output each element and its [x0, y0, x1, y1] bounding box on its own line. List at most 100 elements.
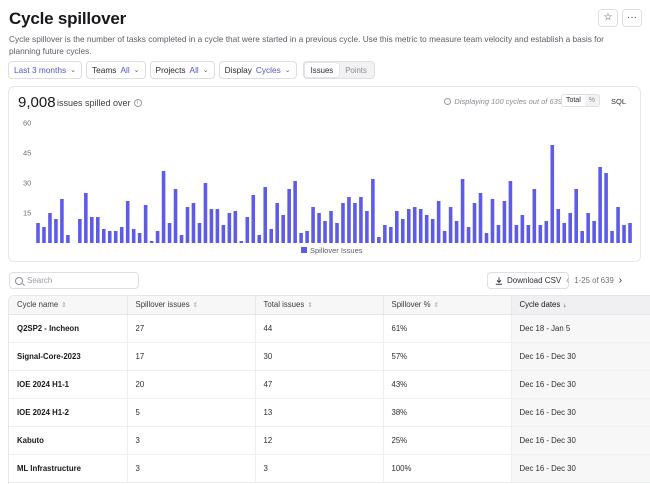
chart-bar[interactable] [484, 233, 489, 243]
chart-bar[interactable] [167, 223, 172, 243]
chart-bar[interactable] [335, 223, 339, 243]
date-range-filter[interactable]: Last 3 months ⌄ [8, 61, 82, 79]
table-row[interactable]: IOE 2024 H1-1 20 47 43% Dec 16 - Dec 30 [9, 370, 650, 399]
chart-bar[interactable] [42, 227, 46, 243]
chart-bar[interactable] [60, 199, 64, 243]
chart-bar[interactable] [191, 203, 196, 243]
col-spillover-percent[interactable]: Spillover % ⇕ [383, 296, 512, 315]
chart-bar[interactable] [96, 217, 100, 243]
chart-bar[interactable] [502, 201, 507, 243]
chart-bar[interactable] [598, 167, 602, 243]
chart-bar[interactable] [514, 225, 519, 243]
table-row[interactable]: Kabuto 3 12 25% Dec 16 - Dec 30 [9, 426, 650, 455]
chart-bar[interactable] [36, 223, 40, 243]
chart-bar[interactable] [329, 211, 333, 243]
col-cycle-dates[interactable]: Cycle dates ↓ [511, 296, 650, 315]
chart-bar[interactable] [472, 203, 477, 243]
chart-bar[interactable] [532, 189, 537, 243]
chart-bar[interactable] [490, 199, 495, 243]
teams-filter[interactable]: Teams All ⌄ [86, 61, 146, 79]
chart-bar[interactable] [574, 189, 578, 243]
chart-bar[interactable] [371, 179, 375, 243]
chart-bar[interactable] [616, 207, 620, 243]
chart-bar[interactable] [227, 213, 232, 243]
table-row[interactable]: IOE 2024 H1-2 5 13 38% Dec 16 - Dec 30 [9, 398, 650, 427]
chart-bar[interactable] [430, 219, 435, 243]
chart-bar[interactable] [233, 211, 238, 243]
chart-bar[interactable] [323, 221, 327, 243]
chart-bar[interactable] [48, 213, 52, 243]
chart-bar[interactable] [520, 215, 525, 243]
chart-bar[interactable] [568, 213, 573, 243]
table-row[interactable]: ML Infrastructure 3 3 100% Dec 16 - Dec 30 [9, 454, 650, 483]
chart-bar[interactable] [442, 231, 447, 243]
chart-bar[interactable] [54, 219, 58, 243]
chart-bar[interactable] [179, 235, 184, 243]
chart-bar[interactable] [383, 225, 387, 243]
col-total-issues[interactable]: Total issues ⇕ [255, 296, 384, 315]
chart-bar[interactable] [418, 209, 423, 243]
chart-bar[interactable] [113, 231, 118, 243]
chart-bar[interactable] [550, 145, 555, 243]
chart-bar[interactable] [341, 203, 345, 243]
chart-bar[interactable] [538, 225, 543, 243]
chart-bar[interactable] [263, 187, 268, 243]
sql-button[interactable]: SQL [610, 97, 626, 106]
chart-bar[interactable] [203, 183, 208, 243]
chart-bar[interactable] [125, 201, 130, 243]
chart-bar[interactable] [496, 225, 501, 243]
chart-bar[interactable] [544, 221, 549, 243]
chart-bar[interactable] [107, 231, 112, 243]
chart-bar[interactable] [406, 209, 411, 243]
chart-bar[interactable] [610, 231, 614, 243]
chart-bar[interactable] [311, 207, 315, 243]
chart-bar[interactable] [209, 209, 214, 243]
info-icon[interactable]: i [133, 99, 142, 107]
chart-bar[interactable] [185, 207, 190, 243]
chart-bar[interactable] [251, 195, 256, 243]
chart-bar[interactable] [478, 193, 483, 243]
ellipsis-icon[interactable]: ··· [622, 9, 642, 27]
chart-bar[interactable] [137, 233, 142, 243]
chart-bar[interactable] [454, 221, 459, 243]
prev-page-icon[interactable]: ‹ [566, 275, 570, 286]
chart-bar[interactable] [436, 201, 441, 243]
chart-bar[interactable] [604, 173, 608, 243]
toggle-percent[interactable]: % [584, 95, 599, 106]
chart-bar[interactable] [508, 181, 513, 243]
chart-bar[interactable] [131, 229, 136, 243]
chart-bar[interactable] [556, 209, 561, 243]
chart-bar[interactable] [580, 231, 584, 243]
chart-bar[interactable] [526, 225, 531, 243]
table-row[interactable]: Signal-Core-2023 17 30 57% Dec 16 - Dec 30 [9, 342, 650, 371]
chart-bar[interactable] [460, 179, 465, 243]
chart-bar[interactable] [155, 231, 160, 243]
projects-filter[interactable]: Projects All ⌄ [149, 61, 215, 79]
chart-bar[interactable] [197, 223, 202, 243]
chart-bar[interactable] [299, 233, 303, 243]
chart-bar[interactable] [466, 227, 471, 243]
chart-bar[interactable] [239, 241, 244, 243]
chart-bar[interactable] [149, 241, 154, 243]
chart-bar[interactable] [78, 219, 82, 243]
chart-bar[interactable] [84, 193, 88, 243]
chart-bar[interactable] [90, 217, 94, 243]
search-box[interactable] [9, 272, 139, 289]
search-input[interactable] [27, 276, 127, 285]
chart-bar[interactable] [347, 197, 351, 243]
chart-bar[interactable] [400, 219, 405, 243]
chart-bar[interactable] [389, 227, 393, 243]
chart-bar[interactable] [395, 211, 399, 243]
chart-bar[interactable] [215, 209, 220, 243]
chart-bar[interactable] [221, 225, 226, 243]
chart-bar[interactable] [161, 171, 166, 243]
chart-bar[interactable] [622, 225, 626, 243]
col-spillover-issues[interactable]: Spillover issues ⇕ [127, 296, 256, 315]
unit-toggle-issues[interactable]: Issues [304, 63, 340, 77]
chart-bar[interactable] [628, 223, 632, 243]
chart-bar[interactable] [412, 207, 417, 243]
unit-toggle-points[interactable]: Points [345, 65, 367, 75]
chart-bar[interactable] [281, 215, 285, 243]
chart-bar[interactable] [424, 215, 429, 243]
col-cycle-name[interactable]: Cycle name ⇕ [9, 296, 128, 315]
